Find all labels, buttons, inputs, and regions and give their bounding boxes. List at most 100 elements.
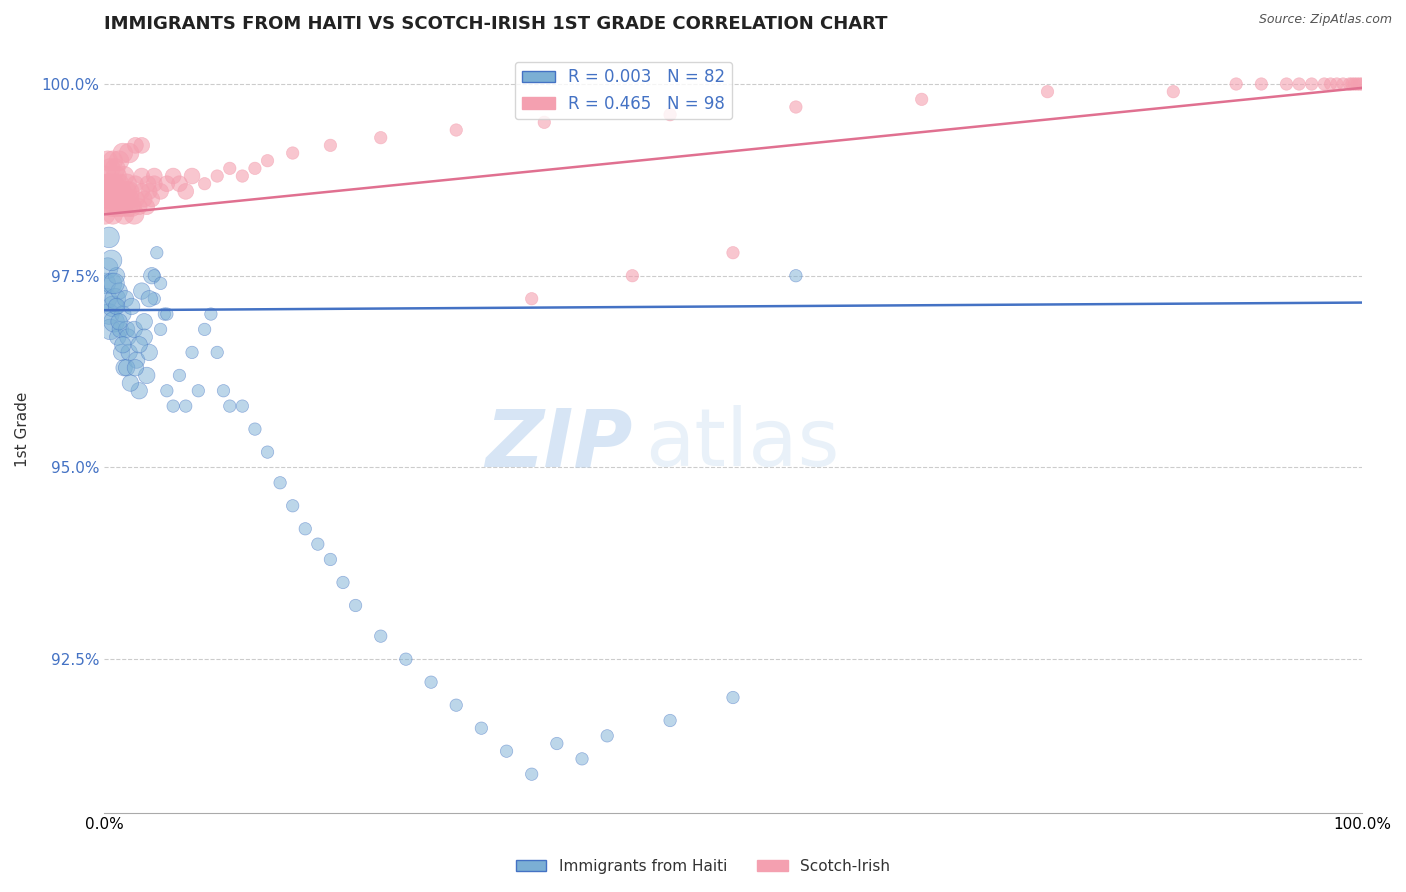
Point — [231, 169, 253, 183]
Point — [115, 360, 138, 375]
Point — [108, 284, 131, 298]
Point — [153, 307, 176, 321]
Point — [122, 207, 145, 221]
Point — [1351, 77, 1374, 91]
Point — [138, 292, 160, 306]
Point — [131, 185, 153, 199]
Text: Source: ZipAtlas.com: Source: ZipAtlas.com — [1258, 13, 1392, 27]
Point — [520, 292, 543, 306]
Point — [138, 345, 160, 359]
Point — [104, 200, 127, 214]
Point — [97, 261, 120, 276]
Point — [174, 185, 197, 199]
Point — [105, 185, 128, 199]
Legend: R = 0.003   N = 82, R = 0.465   N = 98: R = 0.003 N = 82, R = 0.465 N = 98 — [515, 62, 733, 120]
Point — [138, 185, 160, 199]
Point — [307, 537, 329, 551]
Point — [205, 169, 228, 183]
Point — [135, 200, 157, 214]
Point — [112, 360, 135, 375]
Point — [98, 322, 121, 336]
Point — [1326, 77, 1348, 91]
Point — [125, 192, 148, 206]
Point — [100, 253, 122, 268]
Point — [107, 192, 129, 206]
Point — [156, 384, 179, 398]
Point — [117, 330, 139, 344]
Point — [105, 300, 128, 314]
Text: ZIP: ZIP — [485, 406, 633, 483]
Point — [141, 192, 163, 206]
Point — [111, 200, 134, 214]
Point — [571, 752, 593, 766]
Point — [122, 322, 145, 336]
Point — [143, 268, 166, 283]
Point — [98, 192, 121, 206]
Point — [212, 384, 235, 398]
Point — [194, 322, 217, 336]
Point — [1161, 85, 1184, 99]
Point — [115, 177, 138, 191]
Point — [136, 177, 159, 191]
Point — [118, 146, 141, 161]
Point — [131, 169, 153, 183]
Point — [110, 322, 132, 336]
Point — [156, 177, 179, 191]
Point — [344, 599, 367, 613]
Point — [96, 185, 118, 199]
Point — [97, 177, 120, 191]
Point — [1288, 77, 1310, 91]
Point — [105, 268, 128, 283]
Point — [134, 315, 156, 329]
Point — [101, 153, 124, 168]
Point — [533, 115, 555, 129]
Point — [100, 185, 122, 199]
Point — [1275, 77, 1298, 91]
Point — [100, 277, 122, 291]
Legend: Immigrants from Haiti, Scotch-Irish: Immigrants from Haiti, Scotch-Irish — [509, 853, 897, 880]
Point — [117, 200, 139, 214]
Point — [114, 192, 136, 206]
Point — [97, 177, 120, 191]
Point — [143, 177, 166, 191]
Point — [1225, 77, 1247, 91]
Point — [125, 353, 148, 368]
Point — [108, 177, 131, 191]
Point — [721, 245, 744, 260]
Point — [100, 200, 122, 214]
Point — [1343, 77, 1365, 91]
Point — [135, 368, 157, 383]
Point — [111, 337, 134, 351]
Point — [149, 185, 172, 199]
Point — [131, 284, 153, 298]
Point — [269, 475, 291, 490]
Point — [101, 192, 124, 206]
Point — [101, 300, 124, 314]
Point — [281, 499, 304, 513]
Point — [111, 146, 134, 161]
Point — [105, 169, 128, 183]
Point — [108, 200, 131, 214]
Point — [124, 177, 146, 191]
Point — [110, 185, 132, 199]
Point — [110, 345, 132, 359]
Point — [115, 322, 138, 336]
Point — [162, 399, 184, 413]
Point — [194, 177, 217, 191]
Point — [110, 185, 132, 199]
Point — [1250, 77, 1272, 91]
Point — [96, 292, 118, 306]
Point — [162, 169, 184, 183]
Point — [520, 767, 543, 781]
Point — [104, 292, 127, 306]
Point — [112, 169, 135, 183]
Point — [1339, 77, 1361, 91]
Point — [231, 399, 253, 413]
Point — [124, 360, 146, 375]
Point — [120, 376, 142, 390]
Point — [96, 169, 118, 183]
Point — [1301, 77, 1323, 91]
Point — [181, 345, 204, 359]
Point — [1319, 77, 1341, 91]
Point — [659, 714, 682, 728]
